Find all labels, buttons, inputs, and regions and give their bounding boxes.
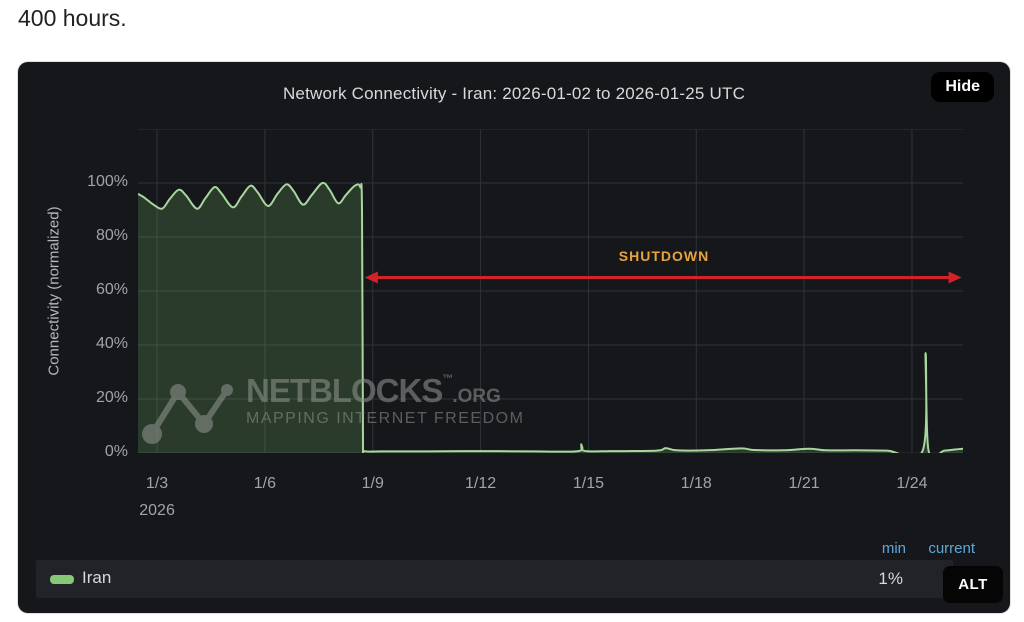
y-tick-label: 60% — [95, 281, 128, 298]
page-heading: 400 hours. — [18, 5, 127, 31]
x-tick-label: 1/21 — [788, 475, 820, 492]
watermark-brand: NETBLOCKS — [246, 372, 443, 409]
watermark-brand-line: NETBLOCKS™.ORG — [246, 372, 524, 409]
x-tick-label: 1/12 — [465, 475, 497, 492]
iran-series-area — [138, 182, 963, 453]
y-tick-label: 80% — [95, 227, 128, 244]
panel-title: Network Connectivity - Iran: 2026-01-02 … — [282, 84, 746, 103]
hide-button[interactable]: Hide — [931, 72, 994, 102]
legend-row[interactable]: Iran 1% — [36, 560, 953, 598]
legend-current-header[interactable]: current — [928, 540, 975, 557]
x-tick-label: 1/15 — [572, 475, 604, 492]
x-tick-label: 1/6 — [253, 475, 277, 492]
netblocks-logo-icon — [142, 384, 233, 444]
legend-min-value: 1% — [878, 569, 903, 588]
plot-area[interactable]: NETBLOCKS™.ORG MAPPING INTERNET FREEDOM … — [138, 129, 963, 453]
x-tick-label: 1/24 — [896, 475, 928, 492]
x-tick-label: 1/18 — [680, 475, 712, 492]
shutdown-annotation-label: SHUTDOWN — [618, 248, 710, 264]
shutdown-arrow-right-head — [948, 271, 962, 284]
chart-panel: Network Connectivity - Iran: 2026-01-02 … — [18, 62, 1010, 613]
iran-series-label[interactable]: Iran — [82, 568, 112, 587]
watermark-trademark: ™ — [442, 373, 453, 385]
watermark-tagline: MAPPING INTERNET FREEDOM — [246, 410, 525, 427]
iran-series-swatch-icon — [50, 575, 74, 584]
y-tick-label: 100% — [87, 173, 128, 190]
x-tick-label: 1/3 — [145, 475, 169, 492]
legend-min-header[interactable]: min — [881, 540, 906, 557]
shutdown-arrow-left-head — [364, 271, 378, 284]
y-tick-label: 0% — [104, 443, 128, 460]
y-tick-label: 40% — [95, 335, 128, 352]
x-tick-label: 1/9 — [361, 475, 384, 492]
alt-badge[interactable]: ALT — [943, 566, 1003, 603]
x-axis-year-label: 2026 — [139, 502, 175, 519]
y-tick-label: 20% — [95, 389, 128, 406]
connectivity-chart — [138, 129, 963, 453]
netblocks-watermark: NETBLOCKS™.ORG MAPPING INTERNET FREEDOM — [140, 374, 524, 448]
watermark-org-suffix: .ORG — [452, 386, 501, 407]
iran-series-line — [138, 181, 963, 453]
